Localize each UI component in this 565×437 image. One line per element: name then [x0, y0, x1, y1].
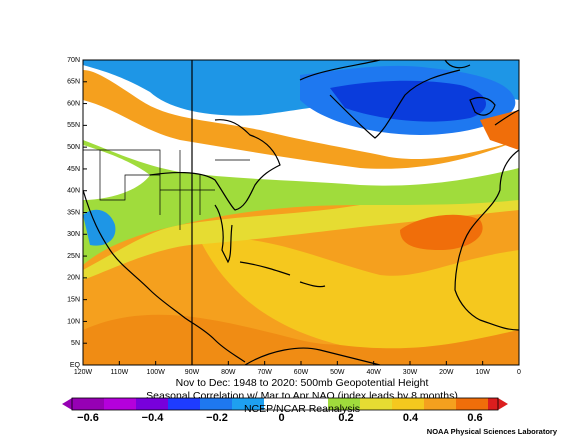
lon-label: 70W — [257, 369, 272, 376]
lat-label: 45N — [67, 166, 80, 173]
lat-label: 50N — [67, 144, 80, 151]
lon-label: 40W — [366, 369, 381, 376]
colorbar-label: 0.4 — [403, 412, 419, 424]
credit: NOAA Physical Sciences Laboratory — [427, 427, 558, 436]
lon-label: 80W — [221, 369, 236, 376]
colorbar — [62, 397, 508, 411]
lon-label: 20W — [439, 369, 454, 376]
lat-label: 55N — [67, 122, 80, 129]
title-line: Nov to Dec: 1948 to 2020: 500mb Geopoten… — [176, 377, 429, 389]
lat-label: 5N — [71, 340, 80, 347]
lat-label: 25N — [67, 253, 80, 260]
colorbar-label: −0.4 — [142, 412, 165, 424]
colorbar-label: −0.6 — [77, 412, 99, 424]
lat-label: 35N — [67, 209, 80, 216]
lat-label: 10N — [67, 318, 80, 325]
lon-label: 0 — [517, 369, 521, 376]
lon-label: 110W — [110, 369, 128, 376]
map-axes: 70N 65N 60N 55N 50N 45N 40N 35N 30N 25N 20N 15N 10N 5… — [67, 57, 521, 376]
lon-label: 10W — [475, 369, 490, 376]
lon-label: 90W — [185, 369, 200, 376]
lon-label: 100W — [147, 369, 166, 376]
lon-label: 30W — [403, 369, 418, 376]
lat-label: 65N — [67, 79, 80, 86]
lon-label: 50W — [330, 369, 345, 376]
lat-label: EQ — [70, 362, 81, 369]
lat-label: 70N — [67, 57, 80, 64]
lat-label: 15N — [67, 296, 80, 303]
colorbar-labels: −0.6 −0.4 −0.2 0 0.2 0.4 0.6 — [77, 412, 483, 424]
title-line: NCEP/NCAR Reanalysis — [244, 403, 360, 415]
colorbar-label: −0.2 — [206, 412, 228, 424]
lat-label: 40N — [67, 188, 80, 195]
lat-label: 20N — [67, 275, 80, 282]
coastlines — [82, 59, 520, 366]
lon-label: 60W — [294, 369, 309, 376]
lat-label: 60N — [67, 100, 80, 107]
lon-label: 120W — [74, 369, 93, 376]
map-field — [83, 60, 519, 365]
colorbar-label: 0 — [278, 412, 284, 424]
colorbar-label: 0.6 — [467, 412, 482, 424]
colorbar-label: 0.2 — [338, 412, 353, 424]
lat-label: 30N — [67, 231, 80, 238]
